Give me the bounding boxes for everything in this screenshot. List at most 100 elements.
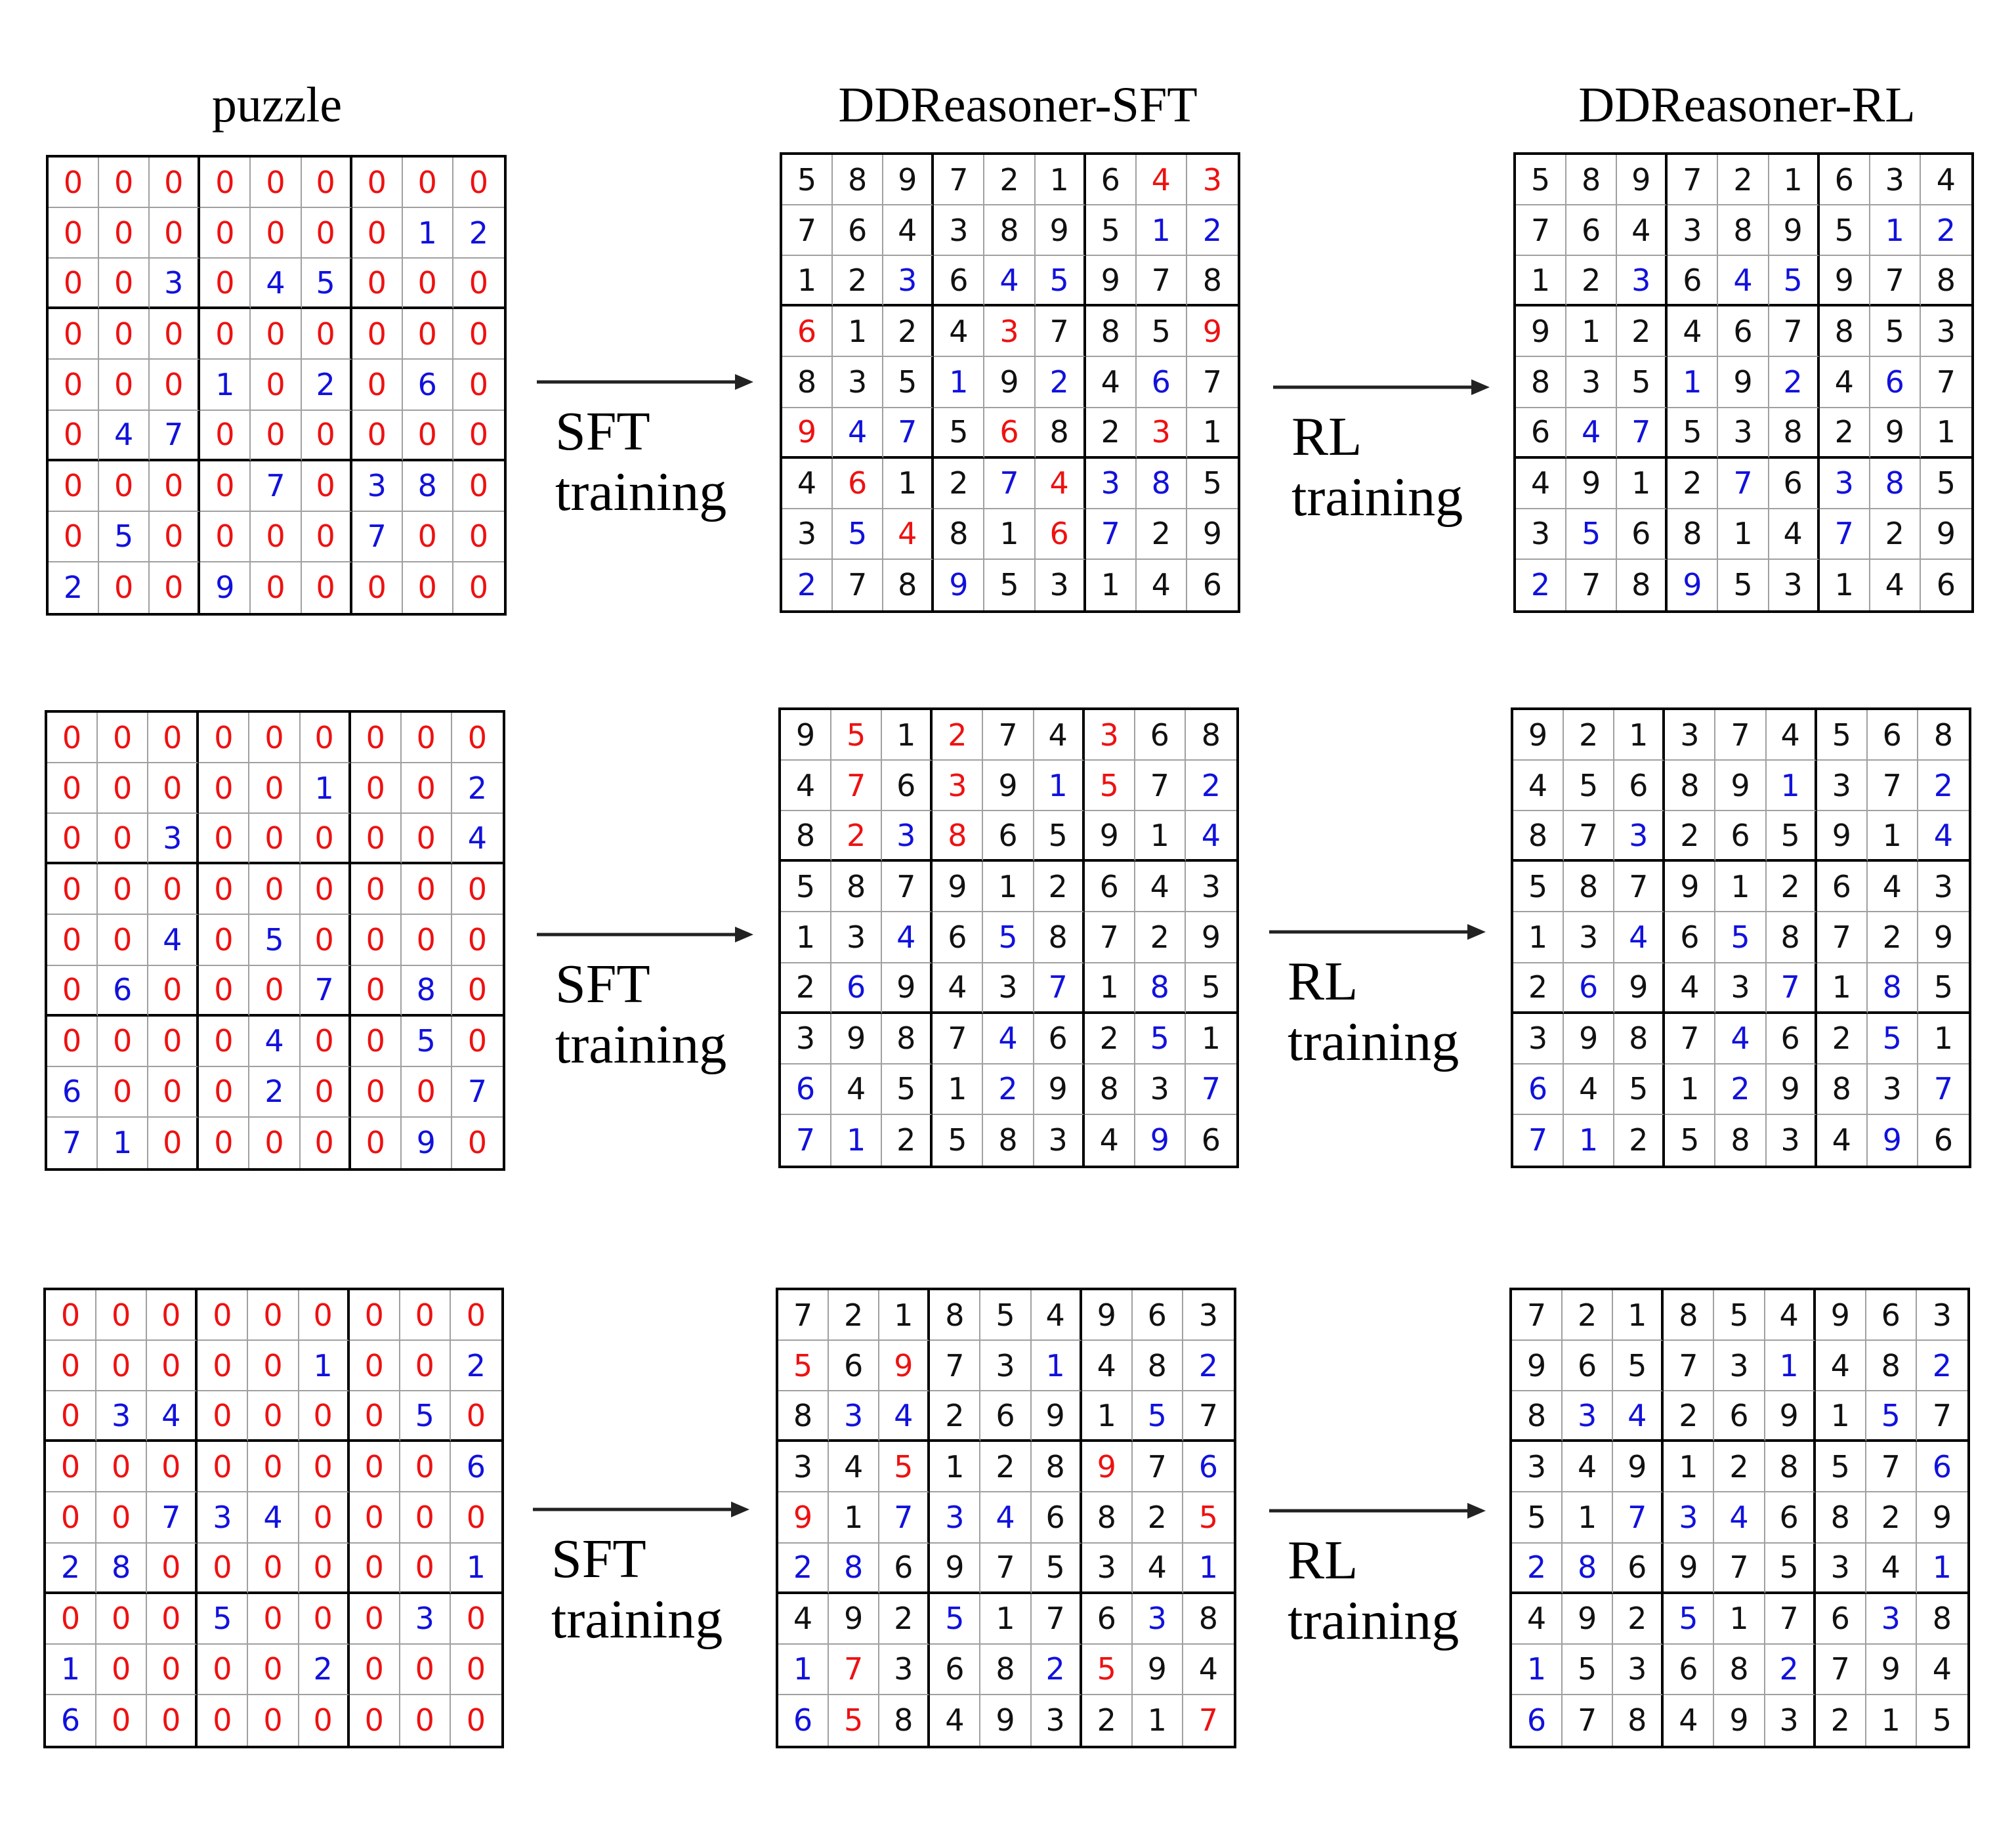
grid-cell: 0 bbox=[200, 309, 251, 360]
grid-cell: 1 bbox=[1084, 963, 1135, 1014]
grid-cell: 9 bbox=[1563, 1593, 1614, 1645]
grid-cell: 1 bbox=[1866, 1695, 1917, 1746]
grid-cell: 7 bbox=[879, 1492, 931, 1544]
grid-cell: 9 bbox=[1512, 1341, 1563, 1392]
grid-cell: 2 bbox=[882, 1114, 933, 1166]
grid-cell: 1 bbox=[1765, 1341, 1816, 1392]
grid-cell: 8 bbox=[1816, 1064, 1868, 1115]
grid-cell: 0 bbox=[148, 713, 200, 764]
grid-cell: 6 bbox=[1183, 1442, 1234, 1493]
grid-cell: 3 bbox=[198, 1492, 249, 1544]
grid-cell: 7 bbox=[1819, 509, 1870, 560]
grid-cell: 3 bbox=[1816, 761, 1868, 812]
grid-cell: 0 bbox=[251, 562, 302, 613]
grid-cell: 9 bbox=[1034, 1064, 1085, 1115]
grid-cell: 1 bbox=[1665, 1064, 1716, 1115]
grid-cell: 5 bbox=[1867, 1013, 1918, 1064]
grid-cell: 2 bbox=[1031, 1644, 1082, 1695]
grid-cell: 6 bbox=[46, 1695, 97, 1746]
grid-cell: 4 bbox=[1920, 155, 1971, 206]
grid-cell: 7 bbox=[1564, 811, 1615, 862]
grid-cell: 0 bbox=[249, 814, 301, 865]
grid-cell: 5 bbox=[1918, 963, 1969, 1014]
grid-cell: 9 bbox=[1916, 1492, 1967, 1544]
grid-cell: 3 bbox=[1566, 357, 1618, 408]
grid-cell: 9 bbox=[882, 963, 933, 1014]
grid-cell: 0 bbox=[148, 1117, 200, 1168]
grid-cell: 0 bbox=[147, 1695, 198, 1746]
grid-cell: 1 bbox=[1815, 1391, 1866, 1443]
grid-cell: 4 bbox=[1918, 811, 1969, 862]
grid-cell: 4 bbox=[831, 1064, 883, 1115]
grid-cell: 2 bbox=[1136, 509, 1187, 560]
grid-cell: 7 bbox=[1816, 912, 1868, 963]
grid-cell: 2 bbox=[833, 256, 884, 307]
grid-cell: 6 bbox=[47, 1066, 98, 1118]
grid-cell: 4 bbox=[883, 509, 934, 560]
grid-cell: 0 bbox=[300, 1016, 351, 1067]
grid-cell: 5 bbox=[301, 259, 352, 310]
grid-cell: 0 bbox=[249, 1117, 301, 1168]
grid-cell: 1 bbox=[879, 1290, 931, 1341]
grid-cell: 2 bbox=[781, 963, 832, 1014]
grid-cell: 6 bbox=[833, 458, 884, 509]
grid-cell: 2 bbox=[1766, 862, 1817, 913]
grid-cell: 3 bbox=[930, 1492, 981, 1544]
grid-cell: 1 bbox=[782, 256, 833, 307]
grid-cell: 6 bbox=[1084, 862, 1135, 913]
grid-cell: 9 bbox=[1920, 509, 1971, 560]
rl-training-label: RL training bbox=[1292, 406, 1463, 528]
grid-cell: 0 bbox=[200, 259, 251, 310]
grid-cell: 7 bbox=[1867, 761, 1918, 812]
grid-cell: 4 bbox=[1664, 1695, 1715, 1746]
grid-cell: 5 bbox=[1136, 306, 1187, 358]
grid-cell: 0 bbox=[302, 562, 352, 613]
grid-cell: 5 bbox=[833, 509, 884, 560]
sft-transition-3: SFT training bbox=[533, 1498, 756, 1655]
grid-cell: 5 bbox=[1816, 710, 1868, 761]
grid-cell: 8 bbox=[1132, 1341, 1183, 1392]
grid-cell: 9 bbox=[1513, 710, 1564, 761]
grid-cell: 4 bbox=[829, 1442, 880, 1493]
grid-cell: 0 bbox=[248, 1341, 299, 1392]
grid-cell: 6 bbox=[1563, 1341, 1614, 1392]
grid-cell: 8 bbox=[1819, 306, 1870, 358]
grid-cell: 3 bbox=[1815, 1543, 1866, 1594]
grid-cell: 1 bbox=[300, 763, 351, 814]
grid-cell: 0 bbox=[199, 1066, 250, 1118]
grid-cell: 3 bbox=[984, 306, 1036, 358]
grid-cell: 7 bbox=[1866, 1442, 1917, 1493]
grid-cell: 4 bbox=[1766, 710, 1817, 761]
grid-cell: 4 bbox=[781, 761, 832, 812]
grid-cell: 0 bbox=[199, 763, 250, 814]
grid-cell: 5 bbox=[781, 862, 832, 913]
grid-cell: 1 bbox=[1516, 256, 1567, 307]
grid-cell: 6 bbox=[1201, 1122, 1221, 1158]
grid-cell: 1 bbox=[1820, 559, 1870, 610]
grid-cell: 1 bbox=[1082, 1391, 1133, 1443]
arrow-right-icon bbox=[537, 374, 753, 390]
grid-cell: 9 bbox=[930, 1543, 981, 1594]
grid-cell: 9 bbox=[1715, 761, 1767, 812]
grid-cell: 5 bbox=[1512, 1492, 1563, 1544]
grid-cell: 2 bbox=[883, 306, 934, 358]
grid-cell: 4 bbox=[1136, 155, 1187, 206]
grid-cell: 4 bbox=[1516, 458, 1567, 509]
grid-cell: 0 bbox=[99, 562, 150, 613]
grid-cell: 1 bbox=[1136, 205, 1187, 257]
grid-cell: 3 bbox=[1032, 1695, 1082, 1746]
grid-cell: 5 bbox=[1132, 1391, 1183, 1443]
grid-cell: 3 bbox=[983, 963, 1034, 1014]
grid-cell: 1 bbox=[1186, 408, 1238, 459]
grid-cell: 1 bbox=[1718, 509, 1769, 560]
grid-cell: 3 bbox=[833, 357, 884, 408]
grid-cell: 9 bbox=[1816, 811, 1868, 862]
grid-cell: 9 bbox=[1516, 306, 1567, 358]
grid-cell: 0 bbox=[47, 763, 98, 814]
grid-cell: 0 bbox=[453, 512, 504, 562]
grid-cell: 7 bbox=[1512, 1290, 1563, 1341]
grid-cell: 9 bbox=[829, 1593, 880, 1645]
